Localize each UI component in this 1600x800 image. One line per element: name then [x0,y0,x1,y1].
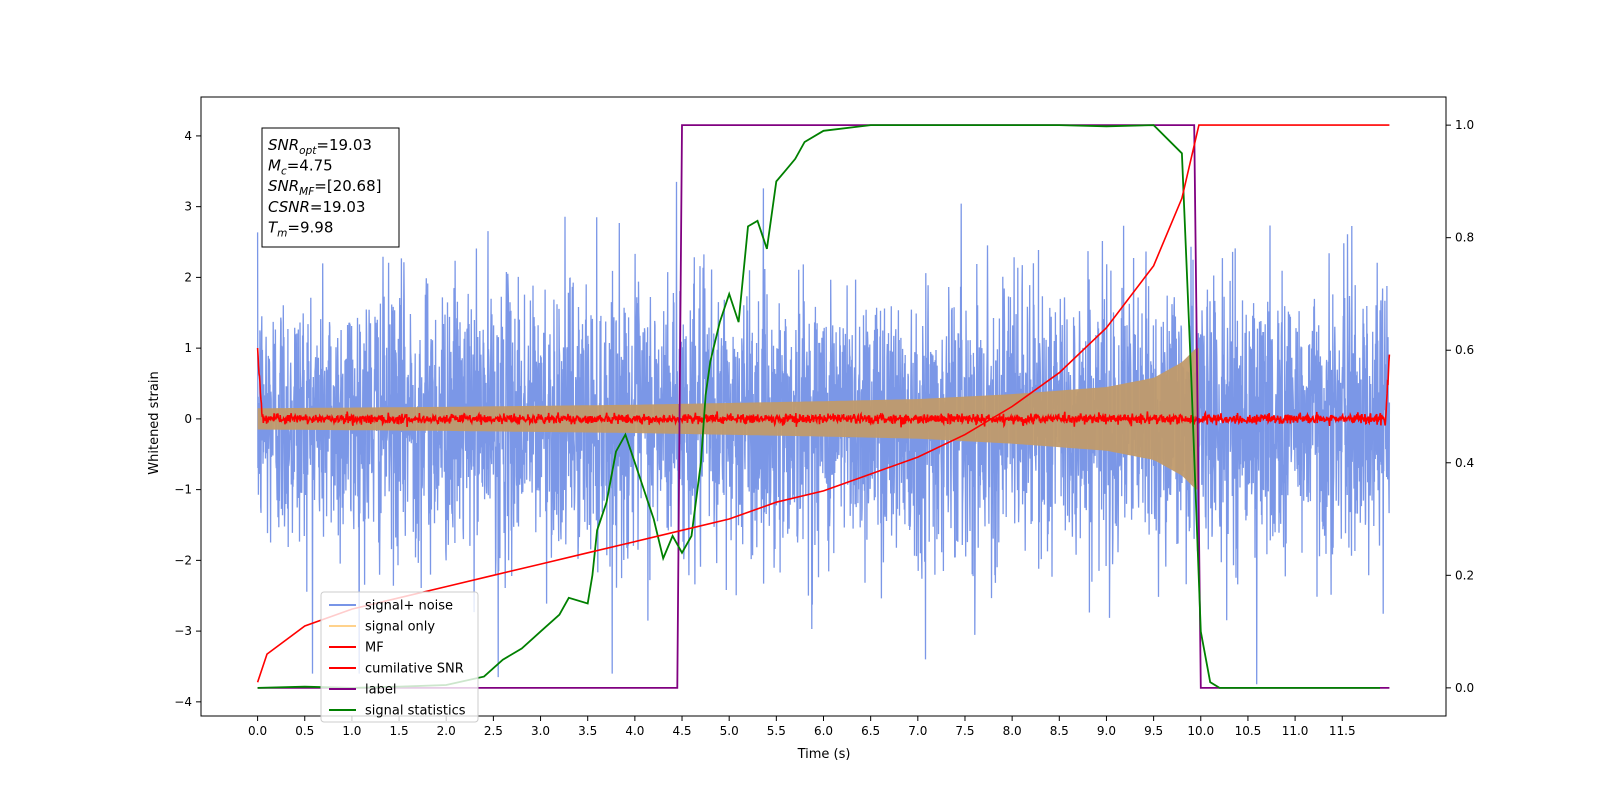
x-axis-label: Time (s) [797,747,851,762]
annotation-line: CSNR=19.03 [268,198,365,216]
y2-tick-label: 1.0 [1455,118,1474,132]
y2-tick-label: 0.6 [1455,343,1474,357]
series-signal-statistics-line [257,124,1380,689]
x-tick-label: 6.5 [861,724,880,738]
x-tick-label: 10.5 [1235,724,1262,738]
series-mf-line [256,347,1391,429]
annotation-line: Mc=4.75 [268,157,333,178]
legend: signal+ noise signal only MF cumilative SNR… [320,591,479,723]
y2-tick-label: 0.2 [1455,568,1474,582]
y2-tick-label: 0.0 [1455,681,1474,695]
stats-annotation-box: SNRopt=19.03Mc=4.75SNRMF=[20.68]CSNR=19.… [261,127,400,248]
y-tick-label: −3 [174,624,192,638]
y-axis-label: Whitened strain [147,371,162,474]
y-tick-label: −1 [174,483,192,497]
y-tick-label: 0 [184,412,192,426]
y-tick-label: 2 [184,270,192,284]
axes: 0.0 0.5 1.0 1.5 2.0 2.5 3.0 3.5 4.0 4.5 5.0 5.5 6.0 6… [174,96,1474,738]
x-tick-label: 1.5 [390,724,409,738]
x-tick-label: 2.5 [484,724,503,738]
annotation-line: Tm=9.98 [268,218,333,239]
y2-tick-label: 0.4 [1455,456,1474,470]
y-tick-label: 4 [184,129,192,143]
legend-label: label [365,683,396,698]
series-signal-noise-line [256,181,1391,685]
legend-label: MF [365,641,384,656]
legend-frame [320,591,479,723]
y2-tick-label: 0.8 [1455,231,1474,245]
x-tick-label: 6.0 [814,724,833,738]
x-tick-label: 0.0 [248,724,267,738]
legend-label: signal statistics [365,704,466,719]
annotation-line: SNRMF=[20.68] [268,177,382,198]
x-tick-label: 1.0 [342,724,361,738]
legend-label: cumilative SNR [365,662,464,677]
x-tick-label: 5.0 [720,724,739,738]
x-tick-label: 3.0 [531,724,550,738]
x-tick-label: 11.5 [1329,724,1356,738]
annotation-frame [261,127,400,248]
x-tick-label: 2.0 [437,724,456,738]
x-tick-label: 8.0 [1003,724,1022,738]
x-tick-label: 10.0 [1187,724,1214,738]
x-tick-label: 9.0 [1097,724,1116,738]
x-tick-label: 8.5 [1050,724,1069,738]
x-tick-label: 3.5 [578,724,597,738]
legend-label: signal only [365,620,435,635]
legend-label: signal+ noise [365,599,453,614]
x-tick-label: 4.0 [625,724,644,738]
x-tick-label: 0.5 [295,724,314,738]
y-tick-label: 1 [184,341,192,355]
x-tick-label: 4.5 [672,724,691,738]
y-tick-label: −4 [174,695,192,709]
x-tick-label: 7.5 [955,724,974,738]
y-tick-label: 3 [184,200,192,214]
x-tick-label: 7.0 [908,724,927,738]
annotation-line: SNRopt=19.03 [268,136,372,157]
x-tick-label: 5.5 [767,724,786,738]
x-tick-label: 9.5 [1144,724,1163,738]
y-tick-label: −2 [174,553,192,567]
x-tick-label: 11.0 [1282,724,1309,738]
